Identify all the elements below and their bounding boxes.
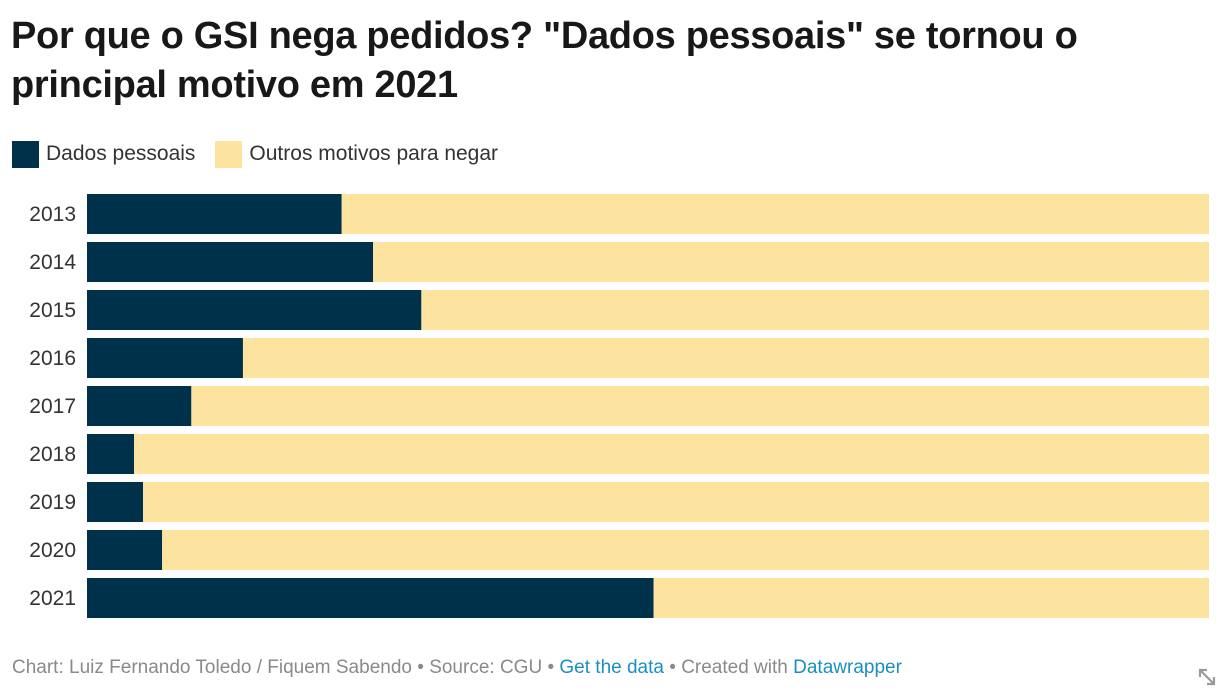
bar-dados-pessoais-2020 xyxy=(87,530,163,570)
bar-dados-pessoais-2016 xyxy=(87,338,243,378)
bar-dados-pessoais-2013 xyxy=(87,194,342,234)
footer-credit: Chart: Luiz Fernando Toledo / Fiquem Sab… xyxy=(12,657,412,678)
y-tick-label-2019: 2019 xyxy=(29,491,76,514)
y-tick-label-2018: 2018 xyxy=(29,443,76,466)
get-the-data-link[interactable]: Get the data xyxy=(559,657,664,678)
footer-created-with: Created with xyxy=(681,657,788,678)
legend-label-outros-motivos: Outros motivos para negar xyxy=(249,142,499,165)
bar-outros-motivos-2015 xyxy=(421,290,1209,330)
legend-item-dados-pessoais: Dados pessoais xyxy=(12,140,196,168)
y-tick-label-2020: 2020 xyxy=(29,539,76,562)
bar-dados-pessoais-2018 xyxy=(87,434,135,474)
datawrapper-link[interactable]: Datawrapper xyxy=(793,657,902,678)
y-tick-label-2017: 2017 xyxy=(29,395,76,418)
y-tick-label-2014: 2014 xyxy=(29,251,76,274)
bar-outros-motivos-2021 xyxy=(653,578,1209,618)
legend-swatch-outros-motivos xyxy=(215,140,243,168)
bar-outros-motivos-2016 xyxy=(242,338,1209,378)
legend-swatch-dados-pessoais xyxy=(12,140,39,168)
chart-title: Por que o GSI nega pedidos? "Dados pesso… xyxy=(11,15,1078,106)
bar-dados-pessoais-2015 xyxy=(87,290,422,330)
resize-arrow-icon[interactable] xyxy=(1196,666,1218,688)
y-tick-label-2015: 2015 xyxy=(29,299,76,322)
bar-outros-motivos-2017 xyxy=(191,386,1210,426)
legend-item-outros-motivos: Outros motivos para negar xyxy=(215,140,499,168)
stacked-bar-chart: 2013 2014 2015 2016 2017 2018 2019 2020 2021 xyxy=(29,194,1210,618)
bar-dados-pessoais-2019 xyxy=(87,482,144,522)
y-tick-label-2021: 2021 xyxy=(29,587,76,610)
chart-footer: Chart: Luiz Fernando Toledo / Fiquem Sab… xyxy=(12,657,902,679)
footer-separator: • xyxy=(663,657,682,678)
chart-legend: Dados pessoais Outros motivos para negar xyxy=(12,139,518,169)
legend-label-dados-pessoais: Dados pessoais xyxy=(46,142,196,165)
y-tick-label-2013: 2013 xyxy=(29,203,76,226)
bar-dados-pessoais-2017 xyxy=(87,386,192,426)
bar-dados-pessoais-2014 xyxy=(87,242,374,282)
footer-source: Source: CGU xyxy=(429,657,543,678)
bar-outros-motivos-2013 xyxy=(341,194,1209,234)
bar-outros-motivos-2019 xyxy=(143,482,1210,522)
bar-outros-motivos-2020 xyxy=(162,530,1209,570)
bar-dados-pessoais-2021 xyxy=(87,578,654,618)
footer-separator: • xyxy=(542,657,560,678)
y-tick-label-2016: 2016 xyxy=(29,347,76,370)
footer-separator: • xyxy=(411,657,430,678)
bar-outros-motivos-2014 xyxy=(373,242,1209,282)
bar-outros-motivos-2018 xyxy=(134,434,1209,474)
